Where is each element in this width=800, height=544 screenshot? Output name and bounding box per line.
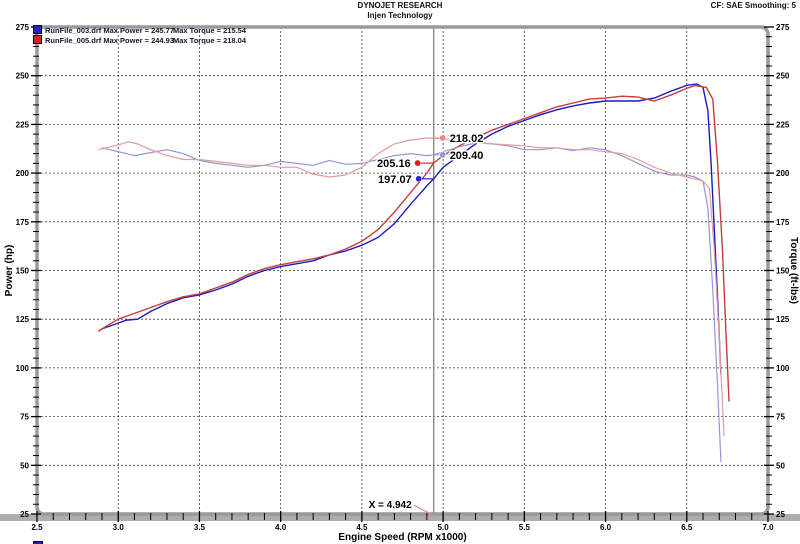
run-curves (97, 83, 730, 462)
svg-text:5.5: 5.5 (519, 523, 531, 532)
svg-text:25: 25 (20, 510, 29, 519)
run2-torque-label: Max Torque = 218.04 (173, 36, 247, 45)
legend-row[interactable]: RunFile_005.drf Max Power = 244.93Max To… (33, 35, 246, 45)
svg-text:75: 75 (776, 413, 785, 422)
svg-text:100: 100 (16, 364, 30, 373)
svg-text:275: 275 (776, 23, 790, 32)
svg-text:75: 75 (20, 413, 29, 422)
svg-text:197.07: 197.07 (378, 174, 412, 186)
run-legend[interactable]: RunFile_003.drf Max Power = 245.77Max To… (33, 25, 246, 45)
svg-text:150: 150 (16, 267, 30, 276)
svg-text:175: 175 (16, 218, 30, 227)
svg-text:5.0: 5.0 (438, 523, 450, 532)
svg-text:Torque (ft-lbs): Torque (ft-lbs) (788, 237, 799, 304)
svg-text:275: 275 (16, 23, 30, 32)
svg-text:4.5: 4.5 (356, 523, 368, 532)
app-title: DYNOJET RESEARCH (357, 1, 443, 10)
svg-text:25: 25 (776, 510, 785, 519)
svg-text:200: 200 (776, 169, 790, 178)
svg-text:3.5: 3.5 (194, 523, 206, 532)
svg-text:250: 250 (776, 72, 790, 81)
svg-text:200: 200 (16, 169, 30, 178)
run2-power-label: RunFile_005.drf Max Power = 244.93 (45, 36, 175, 45)
svg-text:175: 175 (776, 218, 790, 227)
plot-frame (0, 25, 800, 521)
svg-text:225: 225 (16, 120, 30, 129)
svg-text:125: 125 (776, 315, 790, 324)
svg-text:6.5: 6.5 (681, 523, 693, 532)
svg-text:250: 250 (16, 72, 30, 81)
svg-text:50: 50 (20, 461, 29, 470)
correction-smoothing-label: CF: SAE Smoothing: 5 (710, 1, 796, 10)
svg-text:218.02: 218.02 (450, 133, 484, 145)
svg-text:2.5: 2.5 (31, 523, 43, 532)
svg-text:Engine Speed (RPM x1000): Engine Speed (RPM x1000) (338, 532, 466, 543)
svg-text:125: 125 (16, 315, 30, 324)
svg-text:209.40: 209.40 (450, 150, 484, 162)
svg-text:225: 225 (776, 120, 790, 129)
svg-text:100: 100 (776, 364, 790, 373)
svg-text:4.0: 4.0 (275, 523, 287, 532)
svg-text:7.0: 7.0 (762, 523, 774, 532)
axis-ticks (31, 26, 774, 522)
axis-labels: 25 25 50 50 75 75 100 100 125 125 150 150 175 175 200 2… (4, 23, 799, 543)
svg-text:Power (hp): Power (hp) (4, 245, 15, 297)
run1-color-swatch-icon (33, 25, 42, 34)
svg-text:205.16: 205.16 (377, 158, 411, 170)
svg-text:50: 50 (776, 461, 785, 470)
run2-color-swatch-icon (33, 35, 42, 44)
run1-power-label: RunFile_003.drf Max Power = 245.77 (45, 26, 175, 35)
svg-text:6.0: 6.0 (600, 523, 612, 532)
shop-name: Injen Technology (367, 11, 433, 20)
cursor-value-callouts: 218.02 209.40 205.16 197.07 (376, 131, 485, 187)
svg-text:150: 150 (776, 267, 790, 276)
svg-text:3.0: 3.0 (113, 523, 125, 532)
gridlines (37, 27, 768, 514)
svg-text:X = 4.942: X = 4.942 (369, 500, 413, 511)
legend-row[interactable]: RunFile_003.drf Max Power = 245.77Max To… (33, 25, 246, 35)
cutoff-legend-swatch-icon (33, 541, 43, 544)
run1-torque-label: Max Torque = 215.54 (173, 26, 247, 35)
